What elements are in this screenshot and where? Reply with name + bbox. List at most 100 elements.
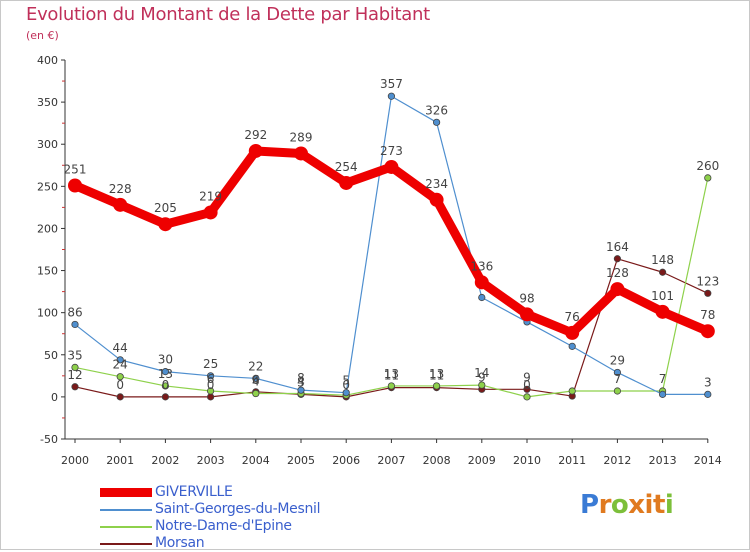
series-point-2: [523, 393, 531, 401]
logo-letter: o: [610, 490, 629, 520]
legend-swatch-morsan: [100, 543, 152, 545]
x-tick-label: 2013: [649, 454, 677, 467]
proxiti-logo: Proxiti: [580, 490, 674, 520]
data-label: 292: [244, 128, 267, 142]
chart-unit: (en €): [26, 29, 59, 42]
series-point-2: [613, 387, 622, 395]
data-label: 228: [109, 182, 132, 196]
y-tick-label: 0: [51, 391, 58, 404]
legend-label-saint-georges: Saint-Georges-du-Mesnil: [155, 501, 321, 517]
x-tick-label: 2010: [513, 454, 541, 467]
series-point-0: [474, 275, 489, 290]
data-label: 254: [335, 160, 358, 174]
series-point-2: [71, 363, 79, 372]
series-point-0: [339, 175, 354, 190]
data-label: 13: [384, 367, 399, 381]
series-point-2: [207, 387, 215, 395]
data-label: 13: [429, 367, 444, 381]
series-point-3: [116, 393, 124, 401]
series-point-3: [658, 268, 667, 276]
x-tick-label: 2003: [197, 454, 225, 467]
data-label: 8: [297, 371, 305, 385]
series-point-1: [432, 118, 441, 126]
logo-letter: P: [580, 490, 599, 520]
data-label: 289: [290, 130, 313, 144]
x-tick-label: 2005: [287, 454, 315, 467]
series-point-1: [342, 389, 350, 397]
chart-title: Evolution du Montant de la Dette par Hab…: [26, 4, 430, 25]
data-label: 0: [162, 378, 170, 392]
x-tick-label: 2012: [603, 454, 631, 467]
y-tick-label: 100: [37, 307, 58, 320]
series-point-3: [613, 255, 622, 263]
data-label: 98: [519, 291, 534, 305]
y-tick-label: 50: [44, 349, 58, 362]
y-tick-label: 300: [37, 138, 58, 151]
series-point-0: [384, 159, 399, 174]
data-label: 22: [248, 359, 263, 373]
data-label: 0: [523, 378, 531, 392]
data-label: 78: [700, 308, 715, 322]
y-tick-label: 150: [37, 265, 58, 278]
series-point-1: [252, 374, 260, 382]
logo-letter: r: [598, 490, 612, 520]
data-label: 0: [116, 378, 124, 392]
data-label: 4: [297, 375, 305, 389]
data-label: 219: [199, 189, 222, 203]
series-point-2: [568, 387, 576, 395]
series-point-2: [704, 174, 712, 182]
series-point-0: [294, 146, 308, 161]
series-point-3: [704, 289, 712, 297]
data-label: 3: [704, 375, 712, 389]
data-label: 30: [158, 353, 173, 367]
series-point-2: [116, 373, 124, 381]
data-label: 5: [342, 374, 350, 388]
data-label: 4: [252, 375, 260, 389]
series-point-0: [655, 304, 670, 319]
data-label: 6: [252, 373, 260, 387]
y-tick-label: 250: [37, 180, 58, 193]
series-point-3: [523, 385, 531, 393]
series-point-0: [565, 325, 580, 340]
series-point-3: [207, 393, 215, 401]
series-point-1: [161, 368, 169, 376]
series-point-2: [432, 382, 441, 390]
x-tick-label: 2007: [377, 454, 405, 467]
series-point-2: [387, 382, 395, 390]
data-label: 25: [203, 357, 218, 371]
data-label: 13: [158, 367, 173, 381]
data-label: 29: [610, 353, 625, 367]
data-label: 128: [606, 266, 629, 280]
data-label: 86: [67, 305, 82, 319]
data-label: 11: [384, 369, 399, 383]
series-point-2: [252, 389, 260, 398]
logo-letter: i: [664, 490, 674, 520]
data-label: 326: [425, 103, 448, 117]
y-tick-label: 400: [37, 54, 58, 67]
series-point-1: [116, 356, 124, 364]
data-label: 357: [380, 77, 403, 91]
data-label: 234: [425, 177, 448, 191]
data-label: 205: [154, 201, 177, 215]
data-label: 0: [207, 378, 215, 392]
y-tick-label: 200: [37, 222, 58, 235]
series-point-0: [520, 307, 534, 322]
series-point-0: [203, 205, 218, 220]
series-point-0: [610, 282, 625, 297]
x-tick-label: 2011: [558, 454, 586, 467]
legend-label-notre-dame: Notre-Dame-d'Epine: [155, 518, 292, 534]
legend-swatch-saint-georges: [100, 509, 152, 511]
series-point-1: [297, 386, 305, 394]
series-point-0: [158, 217, 173, 232]
legend-swatch-notre-dame: [100, 526, 152, 528]
x-tick-label: 2014: [694, 454, 722, 467]
data-label: 11: [429, 369, 444, 383]
data-label: 9: [478, 370, 486, 384]
series-point-3: [161, 393, 169, 401]
x-tick-label: 2006: [332, 454, 360, 467]
data-label: 273: [380, 144, 403, 158]
data-label: 123: [696, 274, 719, 288]
series-point-0: [68, 178, 82, 193]
